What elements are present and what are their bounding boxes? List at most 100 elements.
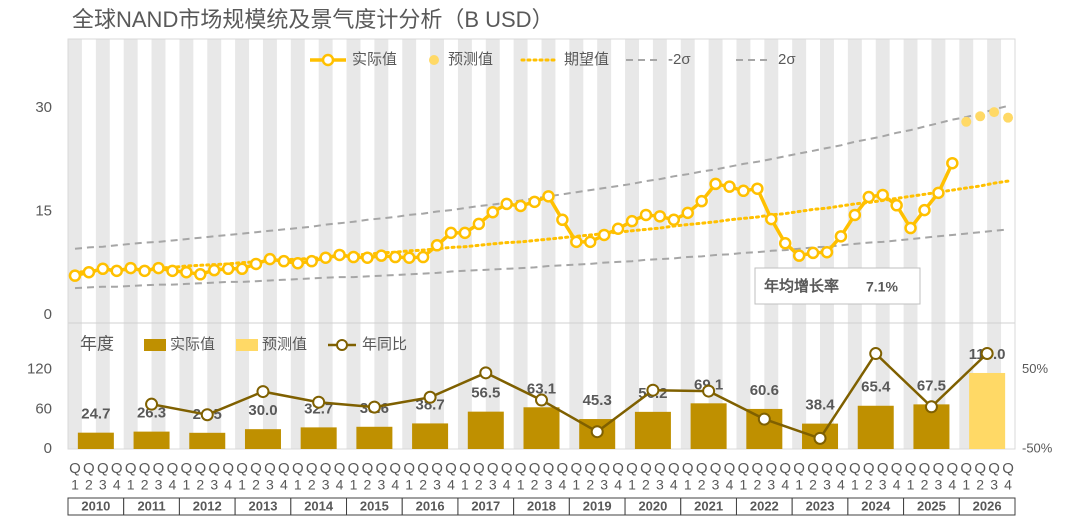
x-tick-label: Q xyxy=(320,460,332,477)
actual-marker xyxy=(876,188,889,202)
x-tick-label: Q xyxy=(515,460,527,477)
x-tick-label: 2 xyxy=(976,477,984,493)
x-tick-label: Q xyxy=(167,460,179,477)
x-tick-label: Q xyxy=(69,460,81,477)
actual-marker xyxy=(500,197,513,211)
stripe xyxy=(792,39,807,449)
x-tick-label: 2 xyxy=(753,477,761,493)
bar xyxy=(77,432,114,449)
x-tick-label: Q xyxy=(417,460,429,477)
x-tick-label: 2019 xyxy=(583,498,612,513)
x-tick-label: 1 xyxy=(71,477,79,493)
legend-label: 年同比 xyxy=(362,336,407,353)
x-tick-label: Q xyxy=(543,460,555,477)
x-tick-label: 4 xyxy=(614,477,622,493)
x-tick-label: Q xyxy=(334,460,346,477)
stripe xyxy=(95,39,110,449)
actual-marker xyxy=(472,217,486,231)
stripe xyxy=(875,39,890,449)
data-label: 65.4 xyxy=(861,379,891,396)
x-tick-label: 2 xyxy=(141,477,149,493)
actual-marker xyxy=(291,257,305,270)
data-label: 26.3 xyxy=(137,405,166,422)
x-tick-label: Q xyxy=(473,460,485,477)
x-tick-label: Q xyxy=(236,460,248,477)
data-label: 24.7 xyxy=(81,406,110,423)
x-tick-label: 1 xyxy=(962,477,970,493)
x-tick-label: 4 xyxy=(1004,477,1012,493)
forecast-dot xyxy=(1003,112,1014,123)
actual-marker xyxy=(778,236,792,250)
actual-marker xyxy=(96,262,110,276)
x-tick-label: Q xyxy=(125,460,137,477)
yoy-marker xyxy=(646,383,660,397)
legend-swatch xyxy=(321,53,335,67)
stripe xyxy=(903,39,918,449)
forecast-dot xyxy=(989,107,1000,118)
actual-marker xyxy=(583,235,597,249)
data-label: 56.5 xyxy=(471,385,500,402)
x-tick-label: Q xyxy=(877,460,889,477)
stripe xyxy=(262,39,277,449)
x-tick-label: Q xyxy=(863,460,875,477)
stripe xyxy=(959,39,974,449)
actual-marker xyxy=(124,261,137,275)
x-tick-label: 2015 xyxy=(360,498,389,513)
x-tick-label: 1 xyxy=(851,477,859,493)
yoy-marker xyxy=(312,395,326,409)
actual-marker xyxy=(68,269,82,282)
legend-title: 年度 xyxy=(80,334,114,353)
x-tick-label: Q xyxy=(306,460,318,477)
bar xyxy=(969,372,1006,449)
x-tick-label: 2 xyxy=(531,477,539,493)
x-tick-label: 4 xyxy=(169,477,177,493)
x-tick-label: 1 xyxy=(628,477,636,493)
x-tick-label: 3 xyxy=(433,477,441,493)
y-tick-label: 0 xyxy=(44,440,52,457)
actual-marker xyxy=(166,264,179,278)
x-tick-label: 3 xyxy=(767,477,775,493)
x-tick-label: 2 xyxy=(586,477,594,493)
x-tick-label: Q xyxy=(487,460,499,477)
stripe xyxy=(736,39,751,449)
actual-marker xyxy=(528,195,541,209)
stripe xyxy=(318,39,333,449)
annotation-value: 7.1% xyxy=(866,279,898,295)
stripe xyxy=(625,39,639,449)
x-tick-label: 1 xyxy=(294,477,302,493)
x-tick-label: 3 xyxy=(266,477,274,493)
x-tick-label: Q xyxy=(501,460,513,477)
yoy-marker xyxy=(367,400,381,414)
x-tick-label: 1 xyxy=(684,477,692,493)
yoy-marker xyxy=(535,393,548,407)
data-label: 60.6 xyxy=(750,382,779,399)
yoy-marker xyxy=(980,346,994,360)
y-tick-label: 0 xyxy=(44,306,52,323)
x-tick-label: Q xyxy=(153,460,165,477)
legend-label: 预测值 xyxy=(448,51,493,68)
actual-marker xyxy=(918,203,931,217)
x-tick-label: 2011 xyxy=(137,498,165,513)
x-tick-label: 3 xyxy=(656,477,664,493)
x-tick-label: Q xyxy=(445,460,457,477)
actual-marker xyxy=(138,264,151,278)
data-label: 30.0 xyxy=(248,402,277,419)
x-tick-label: Q xyxy=(97,460,109,477)
x-tick-label: 1 xyxy=(572,477,580,493)
actual-marker xyxy=(751,182,764,195)
x-tick-label: Q xyxy=(919,460,931,477)
bar xyxy=(412,423,449,449)
x-tick-label: 4 xyxy=(558,477,566,493)
actual-marker xyxy=(848,208,862,222)
actual-marker xyxy=(110,264,123,278)
legend-label: 预测值 xyxy=(262,336,307,353)
x-tick-label: 4 xyxy=(670,477,678,493)
x-tick-label: 1 xyxy=(740,477,748,493)
stripe xyxy=(541,39,556,449)
yoy-marker xyxy=(200,408,214,422)
x-tick-label: Q xyxy=(988,460,1000,477)
yoy-marker xyxy=(145,397,159,411)
stripe xyxy=(179,39,194,449)
legend-swatch xyxy=(429,55,439,65)
